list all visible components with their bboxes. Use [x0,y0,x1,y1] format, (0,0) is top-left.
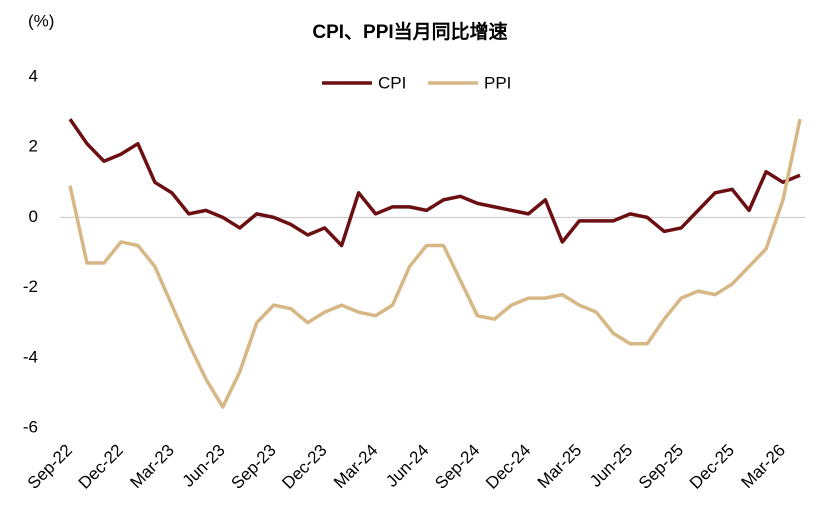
y-tick-label: 0 [29,207,38,226]
y-tick-label: 2 [29,137,38,156]
data-line [68,118,802,409]
x-tick-label: Mar-23 [126,441,178,493]
x-tick-label: Mar-24 [330,441,382,493]
data-line [68,118,801,248]
y-tick-label: -2 [23,277,38,296]
y-tick-label: -6 [23,417,38,436]
x-tick-label: Mar-26 [738,441,790,493]
x-tick-label: Dec-23 [278,441,330,493]
x-tick-label: Jun-24 [382,441,432,491]
legend-label: PPI [484,73,511,92]
y-tick-label: 4 [29,66,38,85]
x-tick-label: Jun-25 [586,441,636,491]
x-tick-label: Sep-24 [431,441,483,493]
chart-title: CPI、PPI当月同比增速 [312,20,507,43]
y-tick-label: -4 [23,347,38,366]
x-tick-label: Sep-23 [228,441,280,493]
x-tick-label: Sep-22 [24,441,76,493]
x-tick-label: Mar-25 [534,441,586,493]
legend-label: CPI [378,73,406,92]
x-tick-label: Dec-25 [686,441,738,493]
x-tick-label: Dec-22 [75,441,127,493]
y-axis-label: (%) [28,11,54,30]
x-tick-label: Jun-23 [179,441,229,491]
x-tick-label: Dec-24 [482,441,534,493]
x-tick-label: Sep-25 [635,441,687,493]
